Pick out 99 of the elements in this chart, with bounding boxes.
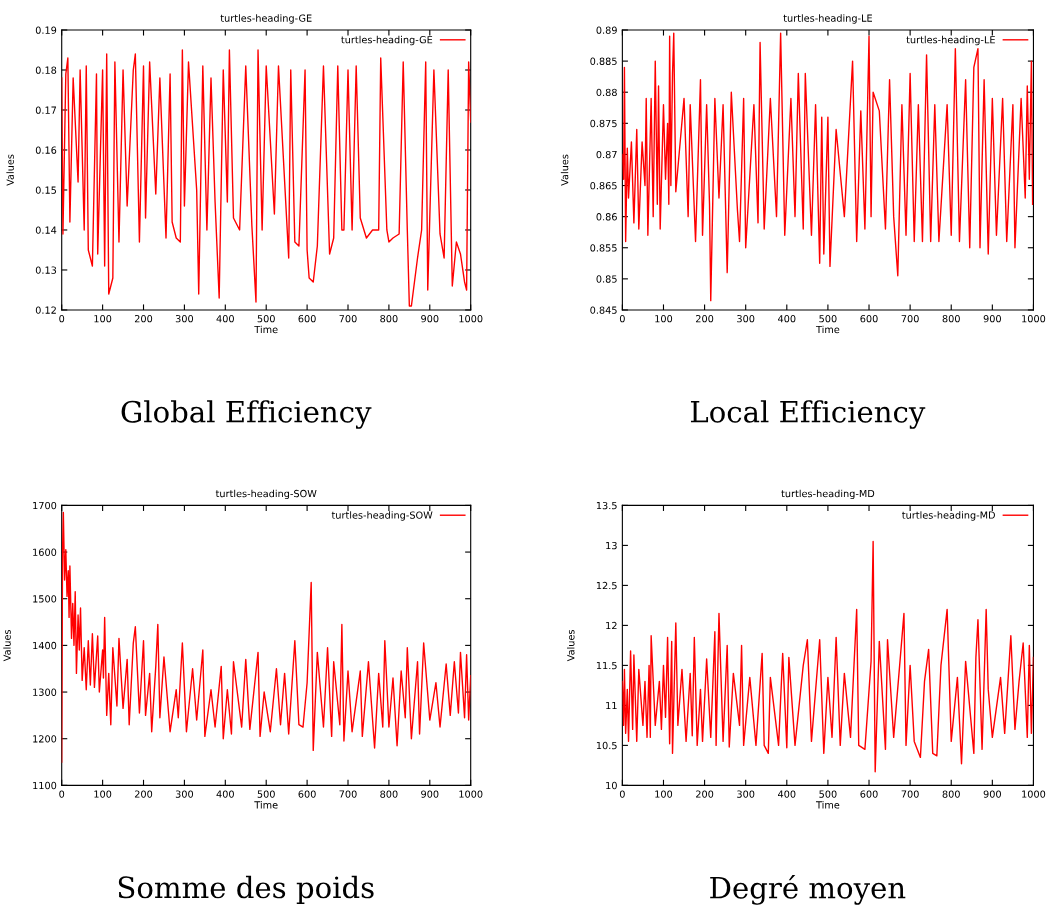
x-tick-label: 900: [421, 315, 439, 323]
y-tick-label: 10: [606, 781, 617, 790]
chart-title: turtles-heading-GE: [220, 14, 312, 24]
x-tick-label: 900: [983, 315, 1001, 323]
x-tick-label: 800: [380, 315, 398, 323]
legend-label: turtles-heading-SOW: [331, 511, 433, 521]
chart-title: turtles-heading-LE: [783, 14, 872, 24]
text: Degré moyen: [710, 875, 906, 905]
chart-title: turtles-heading-MD: [781, 489, 875, 500]
y-tick-label: 11.5: [596, 661, 617, 670]
y-tick-label: 0.89: [596, 26, 617, 34]
x-tick-label: 1000: [459, 790, 483, 798]
y-tick-label: 0.88: [596, 88, 617, 97]
y-tick-label: 1200: [33, 735, 57, 743]
y-tick-label: 0.19: [35, 26, 57, 34]
x-tick-label: 900: [421, 790, 439, 798]
x-tick-label: 0: [59, 315, 65, 323]
x-tick-label: 200: [134, 790, 153, 798]
x-tick-label: 400: [216, 315, 234, 323]
y-tick-label: 0.855: [590, 244, 617, 252]
x-tick-label: 700: [339, 315, 357, 323]
x-tick-label: 800: [942, 315, 960, 323]
line-series: [61, 49, 471, 307]
x-tick-label: 700: [901, 315, 919, 323]
y-tick-label: 0.16: [35, 146, 57, 154]
y-tick-label: 10.5: [596, 741, 617, 750]
x-tick-label: 400: [778, 790, 796, 798]
y-axis-title: Values: [3, 629, 11, 662]
x-axis-title: Time: [254, 801, 278, 809]
y-tick-label: 1600: [33, 548, 57, 556]
text: Somme des poids: [118, 875, 374, 905]
x-tick-label: 1000: [1022, 790, 1046, 798]
x-tick-label: 100: [655, 315, 673, 323]
x-tick-label: 800: [380, 790, 398, 798]
y-tick-label: 1400: [33, 641, 57, 650]
y-tick-label: 0.875: [590, 119, 617, 128]
legend-label: turtles-heading-GE: [341, 35, 433, 46]
x-tick-label: 300: [737, 315, 755, 323]
y-tick-label: 0.845: [590, 306, 617, 314]
x-tick-label: 1000: [1022, 315, 1046, 323]
y-tick-label: 0.15: [35, 186, 56, 194]
text: Local Efficiency: [690, 400, 926, 429]
x-tick-label: 100: [94, 315, 112, 323]
x-tick-label: 0: [619, 315, 625, 323]
x-tick-label: 200: [134, 315, 153, 323]
x-axis-title: Time: [254, 325, 278, 334]
x-tick-label: 600: [298, 315, 316, 323]
x-tick-label: 500: [257, 790, 275, 798]
x-tick-label: 100: [94, 790, 112, 798]
x-tick-label: 1000: [459, 315, 483, 323]
y-tick-label: 11: [606, 701, 617, 710]
y-axis-title: Values: [560, 154, 569, 186]
y-tick-label: 0.18: [35, 66, 57, 74]
x-tick-label: 400: [778, 315, 796, 323]
y-tick-label: 0.885: [590, 57, 617, 65]
legend-label: turtles-heading-LE: [906, 35, 995, 46]
x-tick-label: 300: [175, 790, 194, 798]
x-tick-label: 200: [696, 315, 714, 323]
y-tick-label: 0.85: [596, 275, 617, 283]
y-tick-label: 0.14: [35, 226, 57, 234]
y-tick-label: 13: [606, 541, 617, 550]
x-tick-label: 0: [619, 790, 625, 798]
x-tick-label: 600: [298, 790, 316, 798]
y-tick-label: 0.13: [35, 266, 57, 274]
x-tick-label: 500: [819, 790, 837, 798]
y-axis-title: Values: [567, 629, 575, 662]
y-tick-label: 1100: [33, 781, 57, 790]
x-tick-label: 400: [216, 790, 234, 798]
y-tick-label: 12: [606, 621, 617, 630]
x-tick-label: 900: [983, 790, 1001, 798]
x-tick-label: 300: [737, 790, 755, 798]
x-tick-label: 300: [175, 315, 194, 323]
x-tick-label: 0: [59, 790, 65, 798]
x-tick-label: 700: [339, 790, 357, 798]
x-tick-label: 200: [696, 790, 714, 798]
y-tick-label: 0.12: [35, 306, 56, 314]
y-tick-label: 0.86: [596, 213, 617, 221]
y-tick-label: 0.87: [596, 150, 617, 159]
x-axis-title: Time: [815, 325, 840, 334]
x-tick-label: 600: [860, 790, 878, 798]
x-tick-label: 500: [257, 315, 275, 323]
line-series: [622, 540, 1034, 773]
x-tick-label: 800: [942, 790, 960, 798]
x-tick-label: 500: [819, 315, 837, 323]
x-tick-label: 100: [655, 790, 673, 798]
y-tick-label: 13.5: [596, 501, 617, 510]
x-axis-title: Time: [815, 801, 840, 809]
chart-title: turtles-heading-SOW: [215, 489, 317, 500]
legend-label: turtles-heading-MD: [902, 511, 995, 521]
y-tick-label: 1500: [33, 595, 57, 603]
y-tick-label: 0.865: [590, 182, 617, 190]
x-tick-label: 600: [860, 315, 878, 323]
y-tick-label: 12.5: [596, 581, 617, 590]
y-tick-label: 1700: [33, 501, 57, 510]
text: Global Efficiency: [121, 400, 372, 429]
y-tick-label: 1300: [33, 688, 57, 696]
y-axis-title: Values: [6, 154, 14, 186]
x-tick-label: 700: [901, 790, 919, 798]
y-tick-label: 0.17: [35, 106, 57, 114]
